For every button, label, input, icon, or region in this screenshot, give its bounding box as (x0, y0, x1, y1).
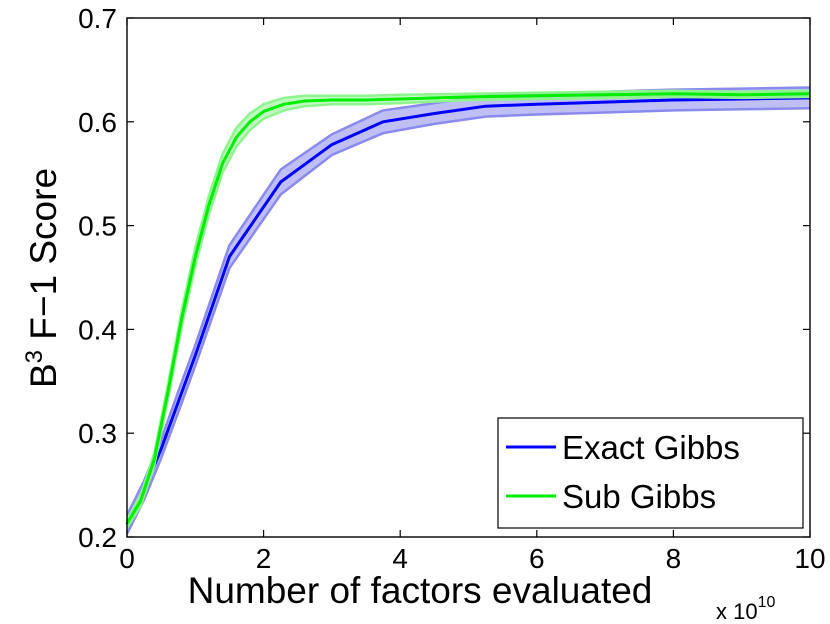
axis-ticks: 0 2 4 6 8 10 0.2 0.3 0.4 0.5 0.6 0.7 (78, 3, 826, 574)
x-multiplier-base: x 10 (716, 599, 758, 624)
y-tick-label: 0.4 (78, 314, 117, 345)
series-line-sub-gibbs (125, 92, 811, 525)
y-axis-title: B3 F−1 Score (21, 168, 64, 388)
x-multiplier-exponent: 10 (758, 594, 776, 611)
series-line-exact-gibbs (125, 96, 811, 526)
y-title-base: B (23, 363, 64, 388)
legend-label-exact-gibbs: Exact Gibbs (562, 429, 740, 466)
y-title-superscript: 3 (21, 350, 48, 363)
axes-box (126, 17, 811, 538)
legend-box (497, 417, 804, 529)
y-tick-label: 0.5 (78, 211, 117, 242)
y-tick-label: 0.7 (78, 3, 117, 34)
x-axis-multiplier: x 1010 (716, 594, 775, 624)
x-axis-title: Number of factors evaluated (188, 570, 653, 611)
x-tick-label: 4 (392, 543, 408, 574)
x-tick-label: 6 (529, 543, 545, 574)
x-tick-label: 2 (256, 543, 272, 574)
plot-area (125, 86, 811, 535)
x-tick-label: 0 (119, 543, 135, 574)
y-tick-label: 0.2 (78, 522, 117, 553)
x-tick-label: 8 (666, 543, 682, 574)
legend-label-sub-gibbs: Sub Gibbs (562, 478, 716, 515)
band-lower-edge-exact-gibbs (125, 107, 811, 535)
x-tick-label: 10 (794, 543, 825, 574)
y-title-rest: F−1 Score (23, 168, 64, 350)
y-tick-label: 0.6 (78, 107, 117, 138)
legend: Exact Gibbs Sub Gibbs (497, 417, 804, 529)
y-tick-label: 0.3 (78, 418, 117, 449)
